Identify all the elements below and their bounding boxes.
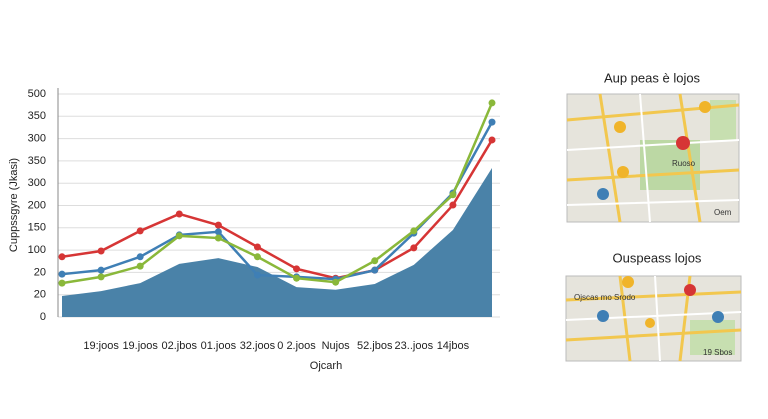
point bbox=[253, 271, 261, 279]
point bbox=[58, 279, 66, 287]
y-tick-label: 20 bbox=[34, 266, 46, 278]
point bbox=[332, 278, 340, 286]
map-road bbox=[565, 275, 742, 362]
point bbox=[175, 210, 183, 218]
y-tick-label: 150 bbox=[28, 222, 46, 234]
point bbox=[175, 232, 183, 240]
line bbox=[61, 139, 494, 280]
x-tick-label: 02.jbos bbox=[162, 340, 198, 352]
point bbox=[253, 253, 261, 261]
map-park bbox=[690, 320, 735, 355]
map-label: Ruoso bbox=[672, 159, 696, 168]
point bbox=[410, 244, 418, 252]
point bbox=[97, 273, 105, 281]
point bbox=[58, 253, 66, 261]
x-tick-label: 19:joos bbox=[83, 340, 119, 352]
point bbox=[214, 234, 222, 242]
line bbox=[61, 102, 494, 285]
point bbox=[410, 227, 418, 235]
x-axis-label: Ojcarh bbox=[310, 360, 342, 372]
point bbox=[449, 191, 457, 199]
map-pin bbox=[597, 188, 609, 200]
x-tick-label: Nujos bbox=[322, 340, 351, 352]
y-tick-label: 300 bbox=[28, 177, 46, 189]
point bbox=[371, 266, 379, 274]
map-pin bbox=[622, 276, 634, 288]
point bbox=[488, 136, 496, 144]
map-pin bbox=[614, 121, 626, 133]
point bbox=[136, 262, 144, 270]
point bbox=[136, 227, 144, 235]
y-tick-label: 500 bbox=[28, 88, 46, 100]
map-pin bbox=[712, 311, 724, 323]
area bbox=[62, 168, 492, 317]
point bbox=[488, 118, 496, 126]
map-panel: Aup peas è lojos Ruoso Oem bbox=[566, 70, 740, 223]
point bbox=[371, 257, 379, 265]
point bbox=[214, 221, 222, 229]
point bbox=[293, 265, 301, 273]
map-pin bbox=[617, 166, 629, 178]
y-tick-label: 20 bbox=[34, 289, 46, 301]
map-road bbox=[566, 93, 740, 223]
map-title: Aup peas è lojos bbox=[604, 70, 701, 85]
map-label: 19 Sbos bbox=[703, 348, 732, 357]
x-tick-label: 23..joos bbox=[395, 340, 434, 352]
map-road bbox=[565, 275, 742, 362]
x-tick-label: 19.joos bbox=[122, 340, 158, 352]
x-tick-label: 14jbos bbox=[437, 340, 470, 352]
point bbox=[97, 266, 105, 274]
y-axis-label: Cuppssgyre (Jkasi) bbox=[8, 158, 20, 252]
y-tick-label: 300 bbox=[28, 133, 46, 145]
map-pin bbox=[645, 318, 655, 328]
map-road bbox=[566, 93, 740, 223]
map-label: Oem bbox=[714, 208, 732, 217]
point bbox=[136, 253, 144, 261]
y-tick-label: 350 bbox=[28, 110, 46, 122]
x-tick-label: 52.jbos bbox=[357, 340, 393, 352]
y-tick-label: 100 bbox=[28, 244, 46, 256]
map-pin bbox=[684, 284, 696, 296]
y-tick-label: 200 bbox=[28, 199, 46, 211]
map-panel: Ouspeass lojos Ojscas mo Srodo 19 Sbos bbox=[565, 250, 742, 362]
point bbox=[293, 274, 301, 282]
point bbox=[449, 201, 457, 209]
point bbox=[488, 99, 496, 107]
point bbox=[58, 270, 66, 278]
map-pin bbox=[676, 136, 690, 150]
map-label: Ojscas mo Srodo bbox=[574, 293, 636, 302]
x-tick-label: 32.joos bbox=[240, 340, 276, 352]
point bbox=[97, 247, 105, 255]
y-tick-label: 0 bbox=[40, 311, 46, 323]
y-tick-label: 350 bbox=[28, 155, 46, 167]
map-pin bbox=[597, 310, 609, 322]
point bbox=[253, 243, 261, 251]
point bbox=[214, 228, 222, 236]
x-tick-label: 01.joos bbox=[201, 340, 237, 352]
x-tick-label: 0 2.joos bbox=[277, 340, 316, 352]
map-pin bbox=[699, 101, 711, 113]
map-title: Ouspeass lojos bbox=[613, 250, 702, 265]
